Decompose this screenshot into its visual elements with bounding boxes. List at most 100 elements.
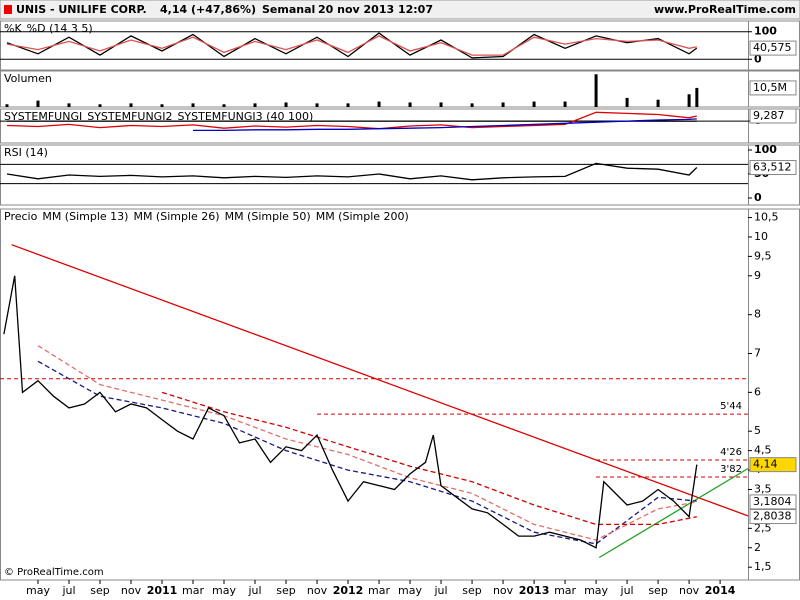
legend-label: Precio	[4, 210, 38, 223]
legend-label: MM (Simple 13)	[42, 210, 128, 223]
price-marker-label: 3,1804	[753, 495, 792, 508]
bar	[563, 101, 567, 107]
y-tick-label: 2	[754, 541, 761, 554]
bar	[315, 103, 319, 107]
bar	[532, 101, 536, 107]
legend-label: RSI (14)	[4, 146, 48, 159]
panel	[0, 20, 749, 71]
price-line	[3, 275, 698, 549]
bar	[284, 102, 288, 107]
y-tick-label: 5	[754, 424, 761, 437]
price-marker	[749, 509, 797, 525]
x-tick-label: mar	[182, 584, 204, 597]
x-tick-label: sep	[90, 584, 109, 597]
last-price: 4,14 (+47,86%)	[160, 3, 256, 16]
x-tick-label: 2011	[147, 584, 178, 597]
x-tick-label: nov	[679, 584, 700, 597]
y-tick-label: 3,5	[754, 482, 772, 495]
y-tick-label: 1,5	[754, 560, 772, 573]
trend-line	[11, 244, 749, 517]
x-tick-label: mar	[368, 584, 390, 597]
bar	[408, 102, 412, 107]
price-marker	[749, 494, 797, 510]
level-label: 5'44	[720, 401, 742, 412]
panel	[0, 208, 749, 581]
value-label: 9,287	[753, 109, 785, 122]
value-label: 63,512	[753, 161, 792, 174]
x-tick-label: 2014	[705, 584, 736, 597]
value-label: 40,575	[753, 41, 792, 54]
legend-label: %D (14 3 5)	[27, 22, 93, 35]
y-tick-label: 10	[754, 230, 768, 243]
legend-label: MM (Simple 200)	[316, 210, 409, 223]
bar	[501, 102, 505, 107]
x-tick-label: 2012	[333, 584, 364, 597]
bar	[129, 103, 133, 107]
value-box	[749, 40, 797, 56]
moving-average	[161, 391, 697, 526]
bar	[687, 94, 691, 107]
bar	[191, 103, 195, 107]
bar	[222, 104, 226, 107]
value-box	[749, 80, 797, 96]
bar	[98, 104, 102, 107]
y-tick-label: 4,5	[754, 444, 772, 457]
level-label: 3'82	[720, 464, 742, 475]
legend-label: SYSTEMFUNGI3 (40 100)	[177, 110, 313, 123]
x-tick-label: 2013	[519, 584, 550, 597]
x-tick-label: mar	[554, 584, 576, 597]
bar	[625, 97, 629, 107]
x-tick-label: jul	[620, 584, 634, 597]
bar	[695, 87, 699, 107]
legend-label: MM (Simple 50)	[225, 210, 311, 223]
x-tick-label: jul	[247, 584, 261, 597]
date: 20 nov 2013 12:07	[318, 3, 433, 16]
panel	[0, 70, 749, 108]
moving-average	[37, 360, 697, 545]
y-tick-label: 8	[754, 308, 761, 321]
x-tick-label: sep	[648, 584, 667, 597]
x-tick-label: nov	[307, 584, 328, 597]
bar	[253, 103, 257, 107]
price-marker	[749, 457, 797, 473]
legend-label: SYSTEMFUNGI2	[87, 110, 172, 123]
bar	[67, 103, 71, 107]
series-line	[6, 35, 697, 56]
instrument: UNIS - UNILIFE CORP.	[16, 3, 147, 16]
y-tick-label: 7	[754, 347, 761, 360]
series-line	[193, 118, 697, 132]
x-tick-label: may	[26, 584, 50, 597]
x-tick-label: may	[398, 584, 422, 597]
x-tick-label: may	[584, 584, 608, 597]
value-box	[749, 160, 797, 176]
x-tick-label: may	[212, 584, 236, 597]
value-box	[749, 108, 797, 124]
legend-label: MM (Simple 26)	[133, 210, 219, 223]
bar	[377, 101, 381, 107]
y-tick-label: 9	[754, 269, 761, 282]
site: www.ProRealTime.com	[654, 3, 796, 16]
bar	[656, 99, 660, 107]
y-tick-label: 0	[754, 52, 762, 65]
price-marker-label: 4,14	[753, 458, 778, 471]
y-tick-label: 100	[754, 143, 777, 156]
series-line	[6, 111, 697, 130]
value-label: 10,5M	[753, 81, 787, 94]
x-tick-label: jul	[61, 584, 75, 597]
trend-line	[598, 467, 749, 559]
bar	[439, 102, 443, 107]
header-bar	[0, 0, 800, 20]
period: Semanal	[262, 3, 315, 16]
copyright: © ProRealTime.com	[4, 567, 104, 578]
y-tick-label: 2,5	[754, 521, 772, 534]
bar	[346, 103, 350, 107]
y-tick-label: 10,5	[754, 211, 779, 224]
bar	[160, 104, 164, 107]
bar	[470, 103, 474, 107]
bar	[36, 100, 40, 107]
header-icon	[4, 5, 12, 14]
y-tick-label: 100	[754, 25, 777, 38]
legend-label: SYSTEMFUNGI	[4, 110, 82, 123]
level-label: 4'26	[720, 447, 742, 458]
